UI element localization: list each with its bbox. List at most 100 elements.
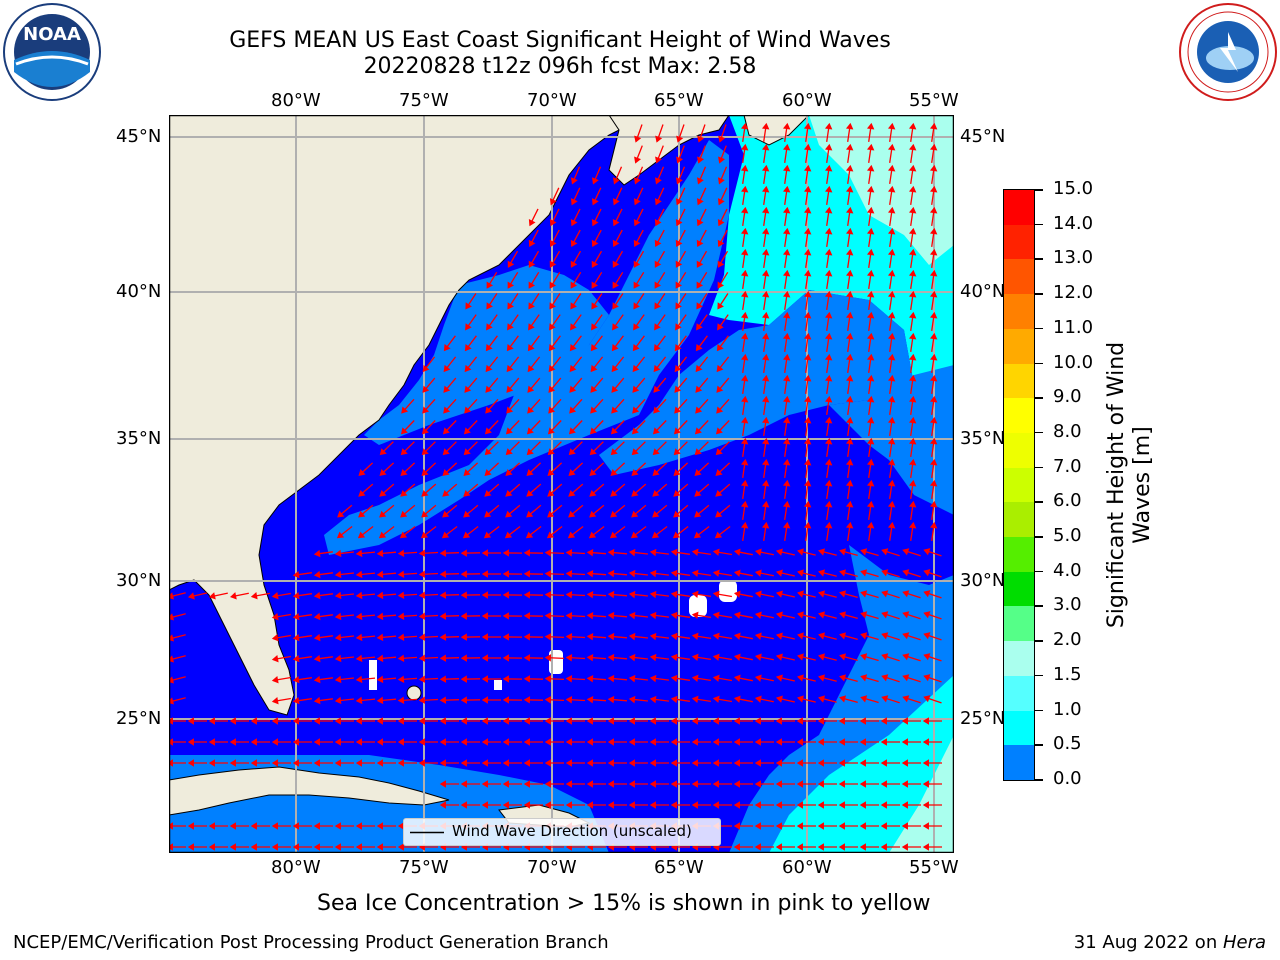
colorbar-tick-label: 14.0	[1053, 212, 1094, 234]
wind-arrow-head	[695, 364, 703, 373]
wind-arrow-head	[631, 489, 639, 497]
wind-arrow-head	[292, 822, 299, 830]
wind-arrow-head	[696, 239, 704, 247]
wind-arrow-head	[463, 448, 471, 456]
wind-arrow-head	[443, 406, 451, 414]
noaa-logo: NOAA	[2, 2, 102, 102]
wind-arrow-head	[590, 385, 598, 393]
wind-arrow-head	[565, 674, 573, 683]
wind-arrow-head	[355, 822, 362, 830]
wind-arrow-head	[439, 570, 447, 578]
wind-arrow-head	[439, 696, 447, 704]
wind-arrow-head	[740, 269, 749, 277]
wind-arrow-head	[717, 239, 725, 247]
wind-arrow-head	[824, 143, 833, 151]
wind-arrow-head	[460, 780, 467, 788]
wind-arrow-head	[292, 570, 300, 579]
wind-arrow-head	[860, 569, 868, 577]
wind-arrow-head	[693, 531, 702, 539]
colorbar-tick-mark	[1035, 223, 1043, 226]
wind-arrow-head	[484, 427, 492, 435]
wind-arrow-head	[712, 759, 719, 767]
wind-arrow-head	[628, 801, 635, 809]
wind-arrow-head	[355, 570, 363, 579]
wind-arrow-head	[673, 489, 681, 497]
wind-arrow-head	[652, 489, 660, 497]
wind-arrow-head	[880, 759, 887, 767]
wind-arrow-head	[803, 374, 812, 382]
wind-arrow-head	[612, 260, 620, 268]
wind-arrow-head	[568, 427, 576, 435]
wind-arrow-head	[528, 323, 535, 331]
wind-arrow-head	[591, 239, 599, 247]
wind-arrow-head	[611, 385, 619, 393]
wind-arrow-head	[271, 696, 279, 705]
wind-arrow-head	[902, 548, 910, 556]
wind-arrow-head	[761, 521, 770, 529]
wind-arrow-head	[507, 281, 515, 289]
wind-arrow-head	[250, 738, 257, 746]
wind-arrow-head	[691, 801, 698, 809]
wind-arrow-head	[463, 510, 471, 518]
wind-arrow-head	[866, 206, 875, 214]
wind-arrow-head	[611, 406, 619, 414]
wind-arrow-head	[839, 632, 847, 640]
wind-arrow-head	[439, 738, 446, 746]
wind-arrow-head	[442, 448, 450, 456]
colorbar-tick-mark	[1035, 362, 1043, 365]
wind-arrow-head	[923, 569, 931, 577]
wind-arrow-head	[902, 695, 910, 703]
wind-arrow-head	[565, 590, 573, 599]
wind-arrow-head	[673, 448, 681, 456]
wind-arrow-head	[654, 239, 662, 247]
wind-arrow-head	[691, 653, 699, 662]
wind-arrow-head	[628, 569, 636, 578]
wind-arrow-head	[695, 406, 703, 414]
wind-arrow-head	[796, 822, 803, 830]
wind-arrow-head	[818, 674, 826, 682]
lon-tick-top-80w: 80°W	[271, 90, 321, 111]
wind-arrow-head	[649, 695, 657, 704]
wind-arrow-head	[612, 219, 620, 227]
wind-arrow-head	[570, 239, 578, 247]
wind-arrow-head	[187, 759, 194, 767]
wind-arrow-head	[485, 343, 493, 352]
colorbar-label: Significant Height of Wind Waves [m]	[1104, 341, 1155, 629]
wind-arrow-head	[334, 654, 342, 663]
wind-arrow-head	[740, 164, 749, 172]
wind-arrow-head	[420, 531, 429, 539]
wind-arrow-head	[481, 780, 488, 788]
wind-arrow-head	[887, 143, 896, 151]
wind-arrow-head	[418, 654, 426, 662]
wind-arrow-head	[610, 469, 618, 476]
colorbar-tick-label: 10.0	[1053, 351, 1094, 373]
wind-arrow-head	[586, 591, 594, 599]
wind-arrow-head	[505, 427, 513, 435]
wind-arrow-head	[607, 780, 614, 788]
lon-tick-bottom-60w: 60°W	[782, 857, 832, 878]
wind-arrow-head	[633, 302, 640, 310]
wind-arrow-head	[523, 591, 531, 599]
wind-arrow-head	[229, 717, 236, 725]
wind-arrow-head	[860, 611, 868, 619]
wind-arrow-head	[887, 269, 896, 277]
wind-arrow-head	[397, 738, 404, 746]
wind-arrow-head	[653, 385, 661, 393]
wind-arrow-head	[838, 822, 845, 830]
wind-arrow-head	[691, 569, 699, 578]
wind-arrow-head	[631, 448, 639, 456]
wind-arrow-head	[824, 437, 833, 445]
wind-arrow-head	[675, 260, 683, 268]
wind-arrow-head	[803, 290, 812, 298]
wind-arrow-head	[716, 364, 724, 373]
wind-arrow-head	[901, 717, 908, 725]
wind-arrow-head	[761, 143, 770, 151]
wind-arrow-head	[880, 801, 887, 809]
wind-arrow-head	[866, 164, 875, 172]
wind-arrow-head	[797, 590, 804, 598]
wind-arrow-head	[838, 738, 845, 746]
wind-arrow-head	[881, 632, 889, 640]
wind-arrow-head	[670, 780, 677, 788]
wind-arrow-head	[586, 633, 594, 641]
wind-arrow-head	[740, 500, 749, 508]
